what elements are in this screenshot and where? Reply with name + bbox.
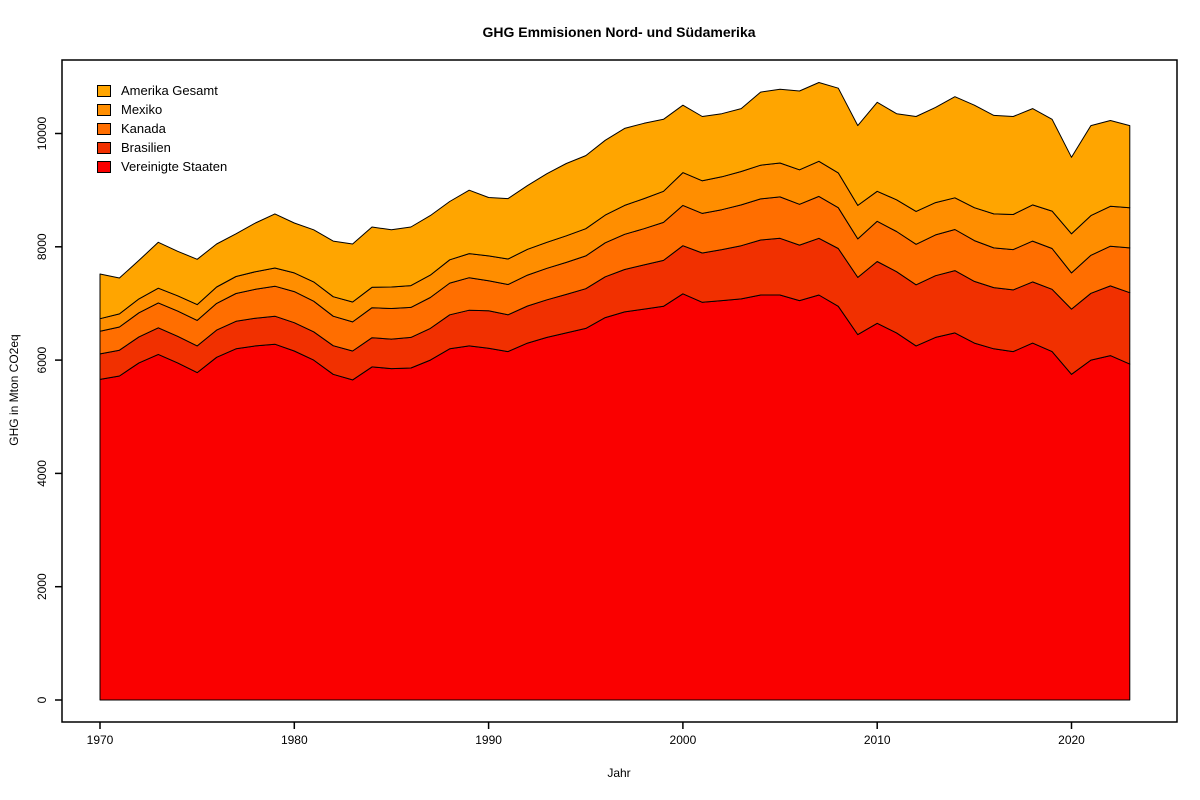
legend-item-kanada: Kanada: [97, 119, 227, 138]
x-tick-label: 2010: [864, 733, 891, 747]
legend-swatch-mexiko: [97, 103, 111, 116]
legend-item-amerika-gesamt: Amerika Gesamt: [97, 81, 227, 100]
y-tick-label: 10000: [35, 116, 49, 150]
area-vereinigte-staaten: [99, 293, 1131, 701]
legend-item-mexiko: Mexiko: [97, 100, 227, 119]
legend-label: Mexiko: [121, 102, 163, 117]
legend-item-vereinigte-staaten: Vereinigte Staaten: [97, 157, 227, 176]
x-tick-label: 2000: [670, 733, 697, 747]
y-tick-label: 6000: [35, 346, 49, 373]
legend-swatch-vereinigte-staaten: [97, 160, 111, 173]
y-tick-label: 8000: [35, 233, 49, 260]
chart-title: GHG Emmisionen Nord- und Südamerika: [482, 24, 756, 40]
legend-item-brasilien: Brasilien: [97, 138, 227, 157]
legend-label: Amerika Gesamt: [121, 83, 218, 98]
legend-label: Kanada: [121, 121, 166, 136]
legend-swatch-brasilien: [97, 141, 111, 154]
plot-border: [61, 59, 1178, 723]
y-axis-label: GHG in Mton CO2eq: [7, 334, 21, 446]
y-tick-label: 0: [35, 696, 49, 703]
x-axis-label: Jahr: [607, 766, 631, 780]
legend-swatch-amerika-gesamt: [97, 84, 111, 97]
legend-label: Vereinigte Staaten: [121, 159, 228, 174]
x-tick-label: 1970: [87, 733, 114, 747]
area-amerika-gesamt: [99, 82, 1131, 320]
legend-label: Brasilien: [121, 140, 171, 155]
y-tick-label: 2000: [35, 573, 49, 600]
x-tick-label: 1980: [281, 733, 308, 747]
y-tick-label: 4000: [35, 460, 49, 487]
x-tick-label: 1990: [475, 733, 502, 747]
chart-legend: Amerika Gesamt Mexiko Kanada Brasilien Verei…: [97, 81, 227, 176]
x-tick-label: 2020: [1058, 733, 1085, 747]
legend-swatch-kanada: [97, 122, 111, 135]
